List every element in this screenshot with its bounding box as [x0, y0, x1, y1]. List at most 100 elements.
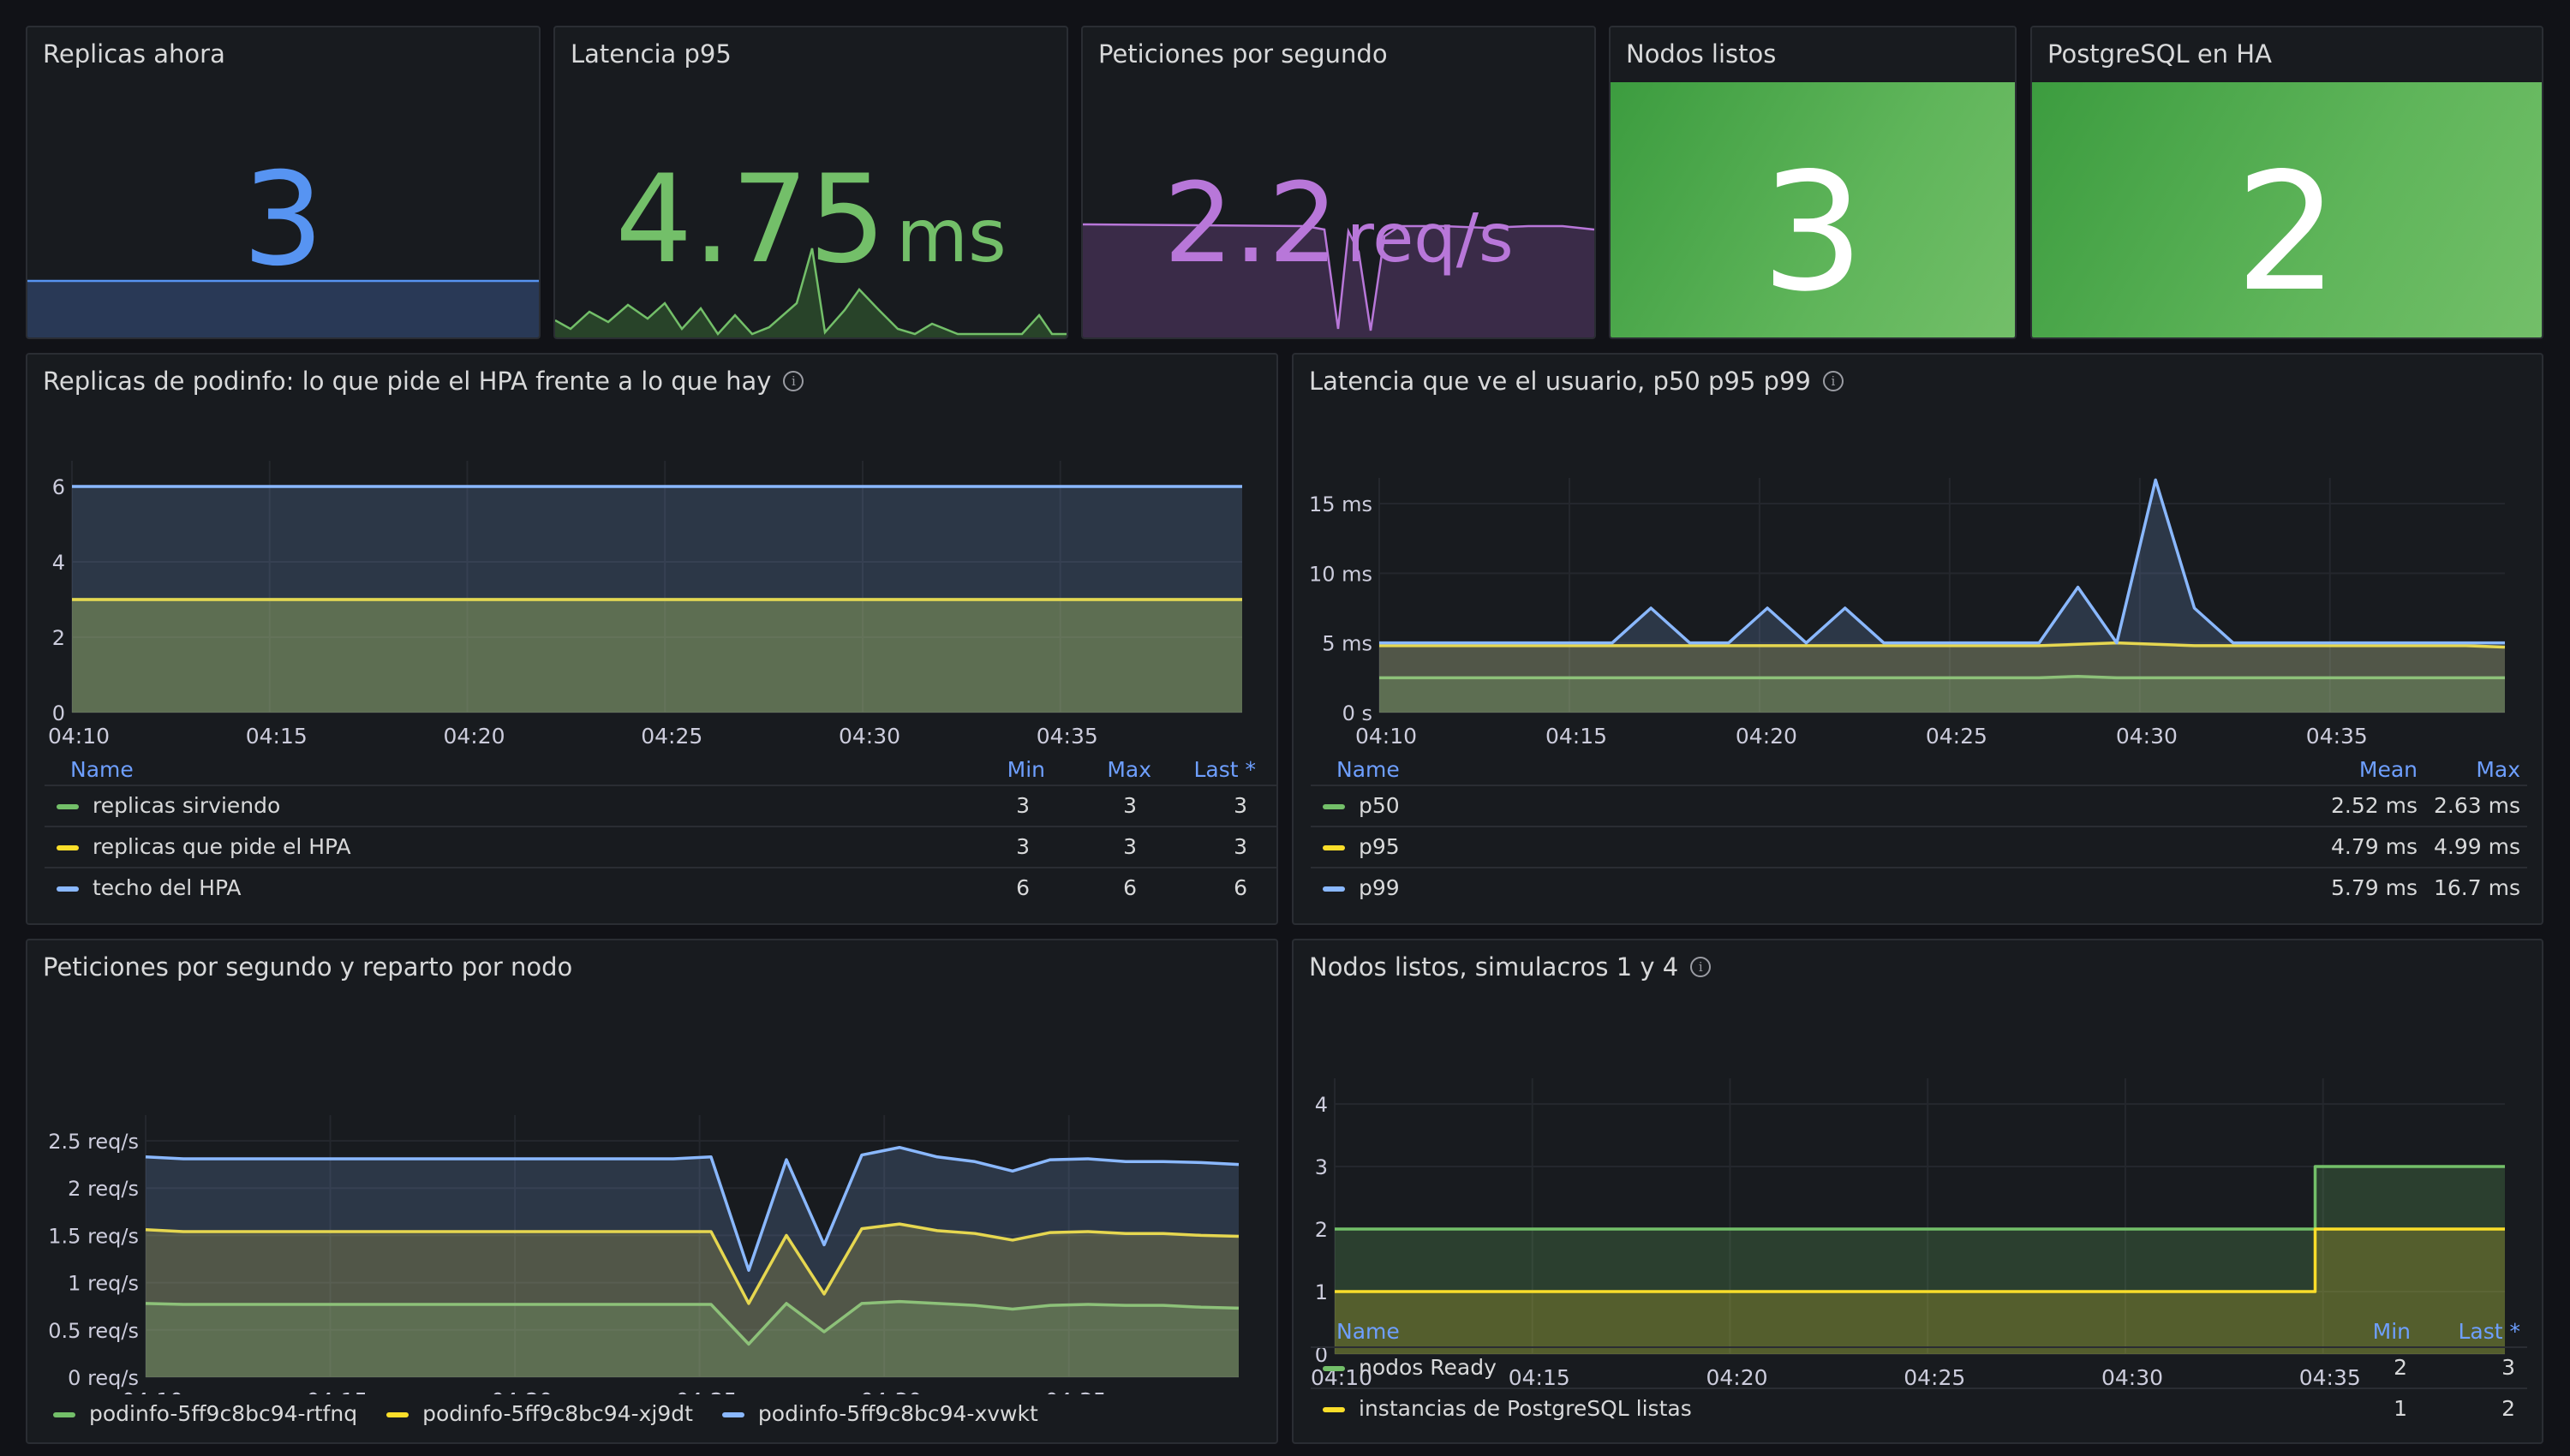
x-tick-label: 04:35	[1037, 724, 1098, 749]
replicas-legend: Name Min Max Last * replicas sirviendo 3…	[45, 750, 1276, 922]
series-area	[72, 486, 1242, 713]
legend-header-last[interactable]: Last *	[2458, 1319, 2520, 1344]
stat-panel-nodes[interactable]: Nodos listos 3	[1609, 26, 2017, 339]
x-tick-label: 04:10	[48, 724, 110, 749]
panel-title: Replicas de podinfo: lo que pide el HPA …	[43, 367, 772, 396]
legend-row[interactable]: techo del HPA 6 6 6	[45, 867, 1276, 908]
latency-chart: 04:10 04:15 04:20 04:25 04:30 04:35 0 s 5 ms 10 …	[1309, 478, 2506, 749]
info-icon[interactable]: i	[783, 371, 804, 391]
y-tick-label: 1	[1315, 1280, 1328, 1304]
stat-value-wrap: 4.75 ms	[555, 156, 1067, 284]
legend-row[interactable]: p95 4.79 ms 4.99 ms	[1311, 826, 2527, 867]
legend-item[interactable]: podinfo-5ff9c8bc94-rtfnq	[53, 1401, 357, 1426]
x-tick-label: 04:25	[1926, 724, 1987, 749]
series-swatch	[1323, 1366, 1345, 1371]
replicas-chart: 04:10 04:15 04:20 04:25 04:30 04:35 0 2 4 6	[48, 461, 1242, 749]
x-tick-label: 04:10	[1355, 724, 1417, 749]
y-tick-label: 1.5 req/s	[48, 1224, 139, 1248]
series-swatch	[1323, 804, 1345, 809]
y-tick-label: 2	[52, 626, 65, 650]
series-line	[145, 1145, 1240, 1272]
panel-title: Latencia p95	[571, 39, 732, 69]
legend-header-min[interactable]: Min	[1007, 757, 1045, 782]
x-tick-label: 04:35	[2299, 1365, 2361, 1390]
series-line	[145, 1299, 1240, 1346]
stat-value-wrap: 2.2 req/s	[1083, 164, 1594, 284]
y-tick-label: 0	[52, 701, 65, 725]
series-line	[145, 1222, 1240, 1305]
legend-header-last[interactable]: Last *	[1193, 757, 1256, 782]
y-tick-label: 4	[1315, 1093, 1328, 1117]
value-mean: 4.79 ms	[2331, 834, 2418, 859]
legend-header-name[interactable]: Name	[1336, 757, 1400, 782]
legend-item[interactable]: podinfo-5ff9c8bc94-xj9dt	[386, 1401, 693, 1426]
value-last: 6	[1234, 875, 1247, 900]
legend-row[interactable]: instancias de PostgreSQL listas 1 2	[1311, 1387, 2527, 1429]
x-tick-label: 04:15	[1545, 724, 1607, 749]
value-min: 3	[1016, 834, 1030, 859]
legend-row[interactable]: nodos Ready 2 3	[1311, 1346, 2527, 1387]
x-tick-label: 04:20	[491, 1388, 553, 1394]
legend-item[interactable]: podinfo-5ff9c8bc94-xvwkt	[721, 1401, 1038, 1426]
panel-title-wrap: Replicas de podinfo: lo que pide el HPA …	[43, 367, 804, 396]
x-tick-label: 04:30	[860, 1388, 922, 1394]
stat-panel-rps[interactable]: Peticiones por segundo 2.2 req/s	[1081, 26, 1596, 339]
legend-header-name[interactable]: Name	[70, 757, 134, 782]
legend-header: Name Min Last *	[1311, 1312, 2527, 1346]
series-name: p95	[1359, 834, 1400, 859]
series-name: replicas que pide el HPA	[93, 834, 351, 859]
stat-value: 3	[242, 146, 325, 295]
x-tick-label: 04:30	[839, 724, 900, 749]
legend-row[interactable]: replicas sirviendo 3 3 3	[45, 785, 1276, 826]
stat-panel-postgres[interactable]: PostgreSQL en HA 2	[2030, 26, 2543, 339]
y-tick-label: 6	[52, 475, 65, 499]
value-min: 2	[2394, 1355, 2407, 1380]
legend-header-name[interactable]: Name	[1336, 1319, 1400, 1344]
value-min: 6	[1016, 875, 1030, 900]
info-icon[interactable]: i	[1822, 371, 1844, 391]
series-name: podinfo-5ff9c8bc94-rtfnq	[89, 1401, 358, 1426]
legend-header-max[interactable]: Max	[2476, 757, 2520, 782]
y-tick-label: 15 ms	[1309, 492, 1372, 516]
y-tick-label: 2	[1315, 1218, 1328, 1242]
legend-row[interactable]: p99 5.79 ms 16.7 ms	[1311, 867, 2527, 908]
series-swatch	[721, 1412, 744, 1417]
stat-sparkline	[27, 279, 539, 337]
series-line	[1379, 478, 2505, 645]
panel-title-wrap: Nodos listos, simulacros 1 y 4 i	[1309, 952, 1712, 982]
value-last: 3	[1234, 793, 1247, 818]
value-last: 3	[1234, 834, 1247, 859]
legend-header-min[interactable]: Min	[2372, 1319, 2411, 1344]
legend-header-max[interactable]: Max	[1107, 757, 1151, 782]
stat-unit: ms	[896, 194, 1007, 279]
legend-row[interactable]: p50 2.52 ms 2.63 ms	[1311, 785, 2527, 826]
legend-row[interactable]: replicas que pide el HPA 3 3 3	[45, 826, 1276, 867]
stat-value: 3	[1760, 138, 1865, 327]
y-tick-label: 10 ms	[1309, 562, 1372, 586]
series-name: replicas sirviendo	[93, 793, 281, 818]
series-swatch	[1323, 1407, 1345, 1412]
x-tick-label: 04:35	[2306, 724, 2368, 749]
info-icon[interactable]: i	[1690, 957, 1712, 977]
series-line	[1379, 641, 2506, 649]
stat-panel-replicas[interactable]: Replicas ahora 3	[26, 26, 541, 339]
x-tick-label: 04:20	[1706, 1365, 1767, 1390]
x-tick-label: 04:30	[2101, 1365, 2163, 1390]
latency-legend: Name Mean Max p50 2.52 ms 2.63 ms p95 4.…	[1311, 750, 2527, 922]
series-line	[1379, 674, 2505, 680]
legend-header-mean[interactable]: Mean	[2358, 757, 2418, 782]
x-tick-label: 04:15	[1509, 1365, 1570, 1390]
y-tick-label: 1 req/s	[68, 1272, 139, 1296]
series-line	[1335, 1227, 2505, 1293]
replicas-panel[interactable]: Replicas de podinfo: lo que pide el HPA …	[26, 353, 1278, 925]
value-last: 3	[2501, 1355, 2515, 1380]
y-tick-label: 2.5 req/s	[48, 1130, 139, 1154]
stat-panel-latency[interactable]: Latencia p95 4.75 ms	[553, 26, 1068, 339]
rps-panel[interactable]: Peticiones por segundo y reparto por nod…	[26, 939, 1278, 1444]
y-tick-label: 4	[52, 551, 65, 575]
y-tick-label: 0 s	[1342, 701, 1372, 725]
value-max: 16.7 ms	[2434, 875, 2520, 900]
latency-panel[interactable]: Latencia que ve el usuario, p50 p95 p99 i…	[1292, 353, 2543, 925]
